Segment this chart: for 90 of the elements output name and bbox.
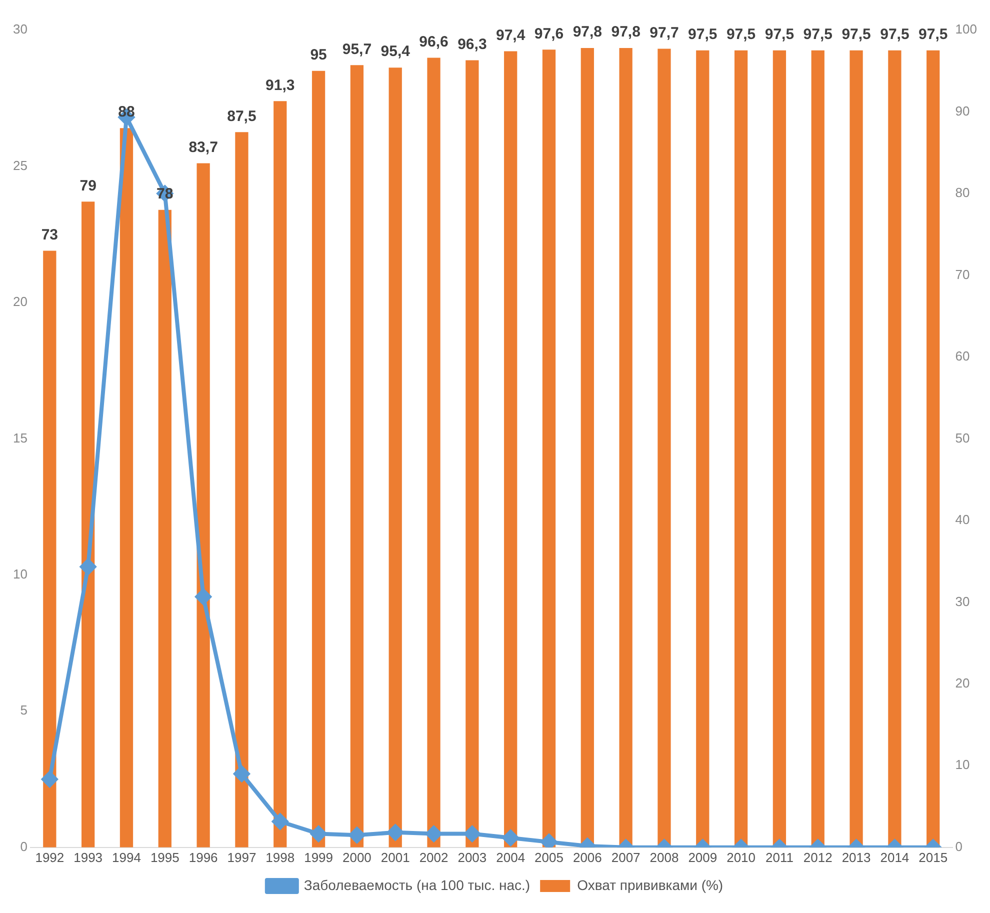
y2-tick-label: 90 bbox=[955, 103, 970, 118]
x-tick-label: 2014 bbox=[880, 850, 910, 865]
data-label: 97,8 bbox=[572, 24, 602, 41]
bar bbox=[811, 50, 824, 848]
bar bbox=[850, 50, 863, 848]
bar bbox=[274, 101, 287, 848]
x-tick-label: 1998 bbox=[266, 850, 295, 865]
x-tick-label: 1994 bbox=[112, 850, 141, 865]
x-tick-label: 2001 bbox=[380, 850, 410, 865]
bar bbox=[158, 210, 172, 848]
x-tick-label: 1993 bbox=[74, 850, 103, 865]
data-label: 95,7 bbox=[342, 40, 372, 58]
x-tick-label: 2003 bbox=[458, 850, 487, 865]
x-tick-label: 2013 bbox=[842, 850, 871, 865]
data-label: 83,7 bbox=[188, 138, 218, 156]
x-tick-label: 2011 bbox=[765, 850, 794, 865]
y2-tick-label: 40 bbox=[955, 512, 970, 528]
y2-tick-label: 50 bbox=[955, 430, 970, 446]
x-tick-label: 1992 bbox=[35, 850, 64, 865]
bar bbox=[542, 50, 556, 848]
x-tick-label: 2002 bbox=[419, 850, 448, 865]
data-label: 97,8 bbox=[611, 24, 640, 41]
y2-tick-label: 10 bbox=[955, 757, 970, 772]
x-tick-label: 2009 bbox=[688, 850, 718, 865]
data-label: 79 bbox=[80, 177, 96, 194]
data-label: 91,3 bbox=[266, 76, 295, 94]
bar bbox=[196, 163, 210, 848]
data-label: 96,6 bbox=[419, 33, 448, 50]
y2-tick-label: 60 bbox=[955, 348, 970, 364]
legend-label: Охват прививками (%) bbox=[577, 876, 724, 893]
y2-tick-label: 100 bbox=[955, 22, 978, 37]
y2-tick-label: 30 bbox=[955, 594, 970, 609]
x-tick-label: 1999 bbox=[304, 850, 333, 865]
bar bbox=[466, 60, 479, 848]
y-tick-label: 5 bbox=[20, 702, 28, 718]
x-tick-label: 1996 bbox=[188, 850, 218, 865]
y-tick-label: 25 bbox=[12, 158, 28, 173]
data-label: 97,6 bbox=[534, 25, 564, 42]
data-label: 73 bbox=[41, 226, 58, 244]
y2-tick-label: 70 bbox=[955, 266, 970, 282]
bar bbox=[350, 65, 364, 848]
y-tick-label: 20 bbox=[12, 294, 28, 310]
data-label: 97,7 bbox=[650, 24, 679, 42]
bar bbox=[696, 50, 710, 848]
x-tick-label: 1997 bbox=[227, 850, 256, 865]
x-tick-label: 2000 bbox=[342, 850, 372, 865]
bar bbox=[120, 128, 134, 848]
legend-label: Заболеваемость (на 100 тыс. нас.) bbox=[304, 876, 530, 893]
bar bbox=[82, 202, 95, 848]
x-tick-label: 1995 bbox=[150, 850, 180, 865]
x-tick-label: 2007 bbox=[611, 850, 640, 865]
data-label: 87,5 bbox=[227, 108, 256, 125]
bar bbox=[888, 50, 902, 848]
bar bbox=[43, 250, 56, 848]
x-tick-label: 2008 bbox=[650, 850, 679, 865]
bar bbox=[504, 51, 518, 848]
bar bbox=[388, 68, 402, 848]
bar bbox=[658, 48, 671, 848]
bar bbox=[619, 48, 632, 848]
data-label: 97,5 bbox=[726, 26, 756, 44]
bar bbox=[926, 50, 940, 848]
bar bbox=[235, 132, 248, 848]
data-label: 97,5 bbox=[764, 26, 794, 44]
data-label: 95 bbox=[310, 46, 327, 64]
x-tick-label: 2010 bbox=[726, 850, 756, 865]
data-label: 97,4 bbox=[496, 26, 526, 44]
bar bbox=[427, 58, 440, 848]
data-label: 95,4 bbox=[380, 43, 411, 60]
x-tick-label: 2005 bbox=[534, 850, 564, 865]
y-tick-label: 15 bbox=[12, 430, 28, 446]
x-tick-label: 2006 bbox=[572, 850, 602, 865]
data-label: 78 bbox=[156, 185, 174, 202]
y-tick-label: 30 bbox=[12, 22, 28, 37]
data-label: 97,5 bbox=[918, 26, 948, 44]
y2-tick-label: 20 bbox=[955, 676, 970, 690]
y-tick-label: 0 bbox=[20, 838, 28, 854]
bar bbox=[772, 50, 786, 848]
data-label: 97,5 bbox=[842, 26, 871, 44]
x-tick-label: 2004 bbox=[496, 850, 526, 865]
bar bbox=[734, 50, 748, 848]
x-tick-label: 2012 bbox=[803, 850, 832, 865]
data-label: 97,5 bbox=[880, 26, 910, 44]
y-tick-label: 10 bbox=[12, 566, 28, 582]
y2-tick-label: 80 bbox=[955, 185, 970, 200]
bar bbox=[312, 70, 326, 848]
data-label: 97,5 bbox=[803, 26, 832, 44]
y2-tick-label: 0 bbox=[955, 838, 963, 854]
data-label: 96,3 bbox=[458, 36, 487, 53]
data-label: 97,5 bbox=[688, 26, 718, 44]
x-tick-label: 2015 bbox=[918, 850, 948, 865]
